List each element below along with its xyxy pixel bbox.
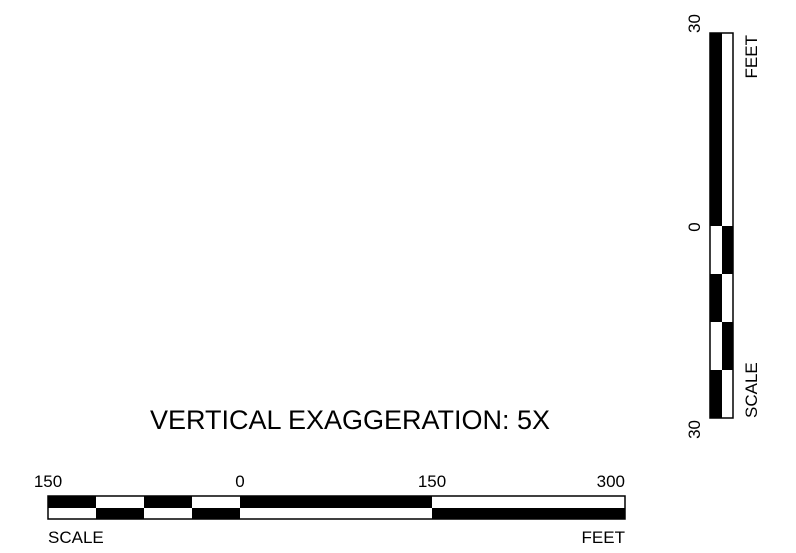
v-scale-label: SCALE <box>742 362 761 418</box>
h-seg-bottom-4 <box>192 508 240 519</box>
v-tick-label-30-top: 30 <box>685 14 704 33</box>
v-seg-right-5 <box>722 370 733 418</box>
v-tick-label-0: 0 <box>685 222 704 231</box>
v-seg-left-4 <box>710 322 722 370</box>
h-seg-bottom-1 <box>48 508 96 519</box>
h-seg-bottom-2 <box>96 508 144 519</box>
h-seg-bottom-5 <box>240 508 432 519</box>
vertical-scale-bar: 30 0 30 FEET SCALE <box>685 14 761 439</box>
v-seg-left-3 <box>710 274 722 322</box>
h-seg-bottom-6 <box>432 508 625 519</box>
v-seg-right-2 <box>722 226 733 274</box>
h-tick-label-0: 0 <box>235 472 244 491</box>
h-seg-top-5 <box>240 496 432 508</box>
horizontal-scale-bar: 150 0 150 300 SCALE FEET <box>34 472 626 547</box>
h-seg-top-6 <box>432 496 625 508</box>
v-tick-label-30-bottom: 30 <box>685 420 704 439</box>
h-seg-top-3 <box>144 496 192 508</box>
h-tick-label-150-left: 150 <box>34 472 62 491</box>
v-seg-left-2 <box>710 226 722 274</box>
v-scale-outline <box>709 32 734 419</box>
v-seg-left-5 <box>710 370 722 418</box>
h-scale-label: SCALE <box>48 528 104 547</box>
v-units-label: FEET <box>742 35 761 78</box>
h-units-label: FEET <box>582 528 625 547</box>
h-seg-top-2 <box>96 496 144 508</box>
vertical-exaggeration-title: VERTICAL EXAGGERATION: 5X <box>150 405 550 435</box>
v-seg-right-1 <box>722 33 733 226</box>
h-seg-bottom-3 <box>144 508 192 519</box>
h-seg-top-4 <box>192 496 240 508</box>
h-tick-label-300: 300 <box>597 472 625 491</box>
v-seg-left-1 <box>710 33 722 226</box>
h-scale-outline <box>47 495 626 520</box>
v-seg-right-3 <box>722 274 733 322</box>
h-tick-label-150-right: 150 <box>418 472 446 491</box>
h-seg-top-1 <box>48 496 96 508</box>
v-seg-right-4 <box>722 322 733 370</box>
